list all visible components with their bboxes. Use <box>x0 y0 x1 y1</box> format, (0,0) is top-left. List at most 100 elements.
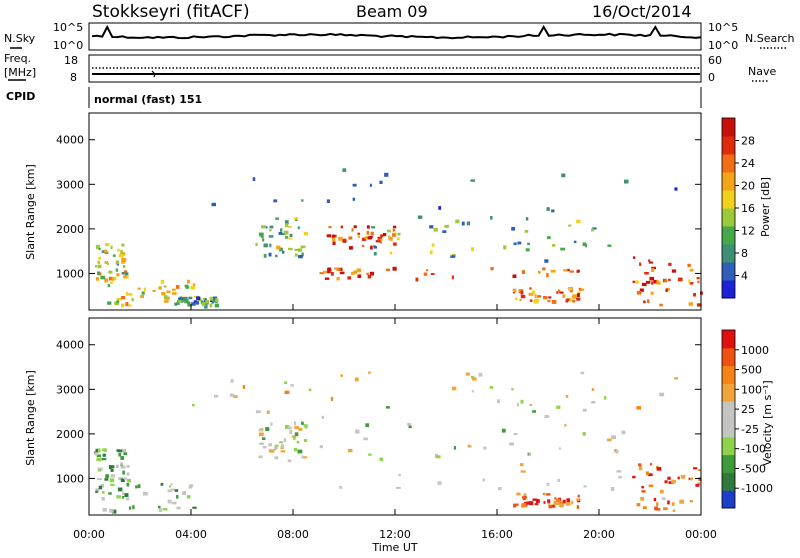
data-cell <box>111 276 117 281</box>
data-cell <box>269 243 272 248</box>
data-cell <box>334 267 338 270</box>
data-cell <box>101 497 105 501</box>
data-cell <box>565 502 571 506</box>
data-cell <box>97 271 100 276</box>
data-cell <box>107 284 111 288</box>
data-cell <box>303 424 308 428</box>
colorbar-tick-label: 25 <box>741 403 755 416</box>
data-cell <box>577 293 580 297</box>
x-tick-label: 04:00 <box>175 528 207 541</box>
data-cell <box>689 477 693 481</box>
data-cell <box>100 484 105 488</box>
data-cell <box>566 298 570 302</box>
data-cell <box>202 297 205 300</box>
power-colorbar: 4 8 12 16 20 24 28 <box>721 117 755 299</box>
nsearch-tick-high: 10^5 <box>708 21 738 34</box>
data-cell <box>189 484 194 488</box>
data-cell <box>543 296 548 300</box>
data-cell <box>606 438 612 442</box>
data-cell <box>671 479 676 484</box>
data-cell <box>125 497 130 501</box>
data-cell <box>126 472 130 476</box>
velocity-panel-frame <box>88 317 702 516</box>
data-cell <box>284 220 289 225</box>
data-cell <box>671 269 677 273</box>
data-cell <box>471 390 474 393</box>
data-cell <box>560 247 566 251</box>
data-cell <box>96 454 102 457</box>
data-cell <box>554 497 557 500</box>
data-cell <box>582 242 587 247</box>
data-cell <box>215 298 219 303</box>
data-cell <box>569 290 573 293</box>
data-cell <box>528 501 534 505</box>
data-cell <box>123 452 128 456</box>
data-cell <box>667 287 670 291</box>
data-cell <box>123 270 127 273</box>
data-cell <box>566 498 571 503</box>
data-cell <box>511 388 514 391</box>
data-cell <box>190 285 195 290</box>
data-cell <box>348 236 353 240</box>
data-cell <box>556 498 561 503</box>
data-cell <box>185 299 189 302</box>
data-cell <box>161 291 165 295</box>
colorbar-swatch <box>722 347 735 367</box>
data-cell <box>185 286 190 289</box>
data-cell <box>111 277 114 281</box>
data-cell <box>583 485 587 488</box>
data-cell <box>640 497 644 501</box>
colorbar-swatch <box>722 172 735 191</box>
data-cell <box>472 377 477 381</box>
data-cell <box>636 406 642 410</box>
data-cell <box>512 274 517 278</box>
data-cell <box>451 275 454 280</box>
velocity-colorbar-label: Velocity [m s⁻¹] <box>761 380 774 465</box>
velocity-data-layer <box>94 371 702 514</box>
data-cell <box>522 270 525 274</box>
data-cell <box>111 465 115 469</box>
data-cell <box>330 271 334 276</box>
data-cell <box>547 501 551 505</box>
data-cell <box>482 478 485 482</box>
date-title: 16/Oct/2014 <box>592 2 692 21</box>
data-cell <box>196 296 201 301</box>
data-cell <box>534 294 537 299</box>
data-cell <box>297 248 302 252</box>
data-cell <box>501 428 506 433</box>
data-cell <box>294 421 297 426</box>
data-cell <box>95 488 100 493</box>
colorbar-swatch <box>722 419 735 438</box>
data-cell <box>558 289 561 292</box>
x-tick-label: 12:00 <box>379 528 411 541</box>
y-tick-label: 3000 <box>56 178 84 191</box>
data-cell <box>122 491 125 495</box>
data-cell <box>209 303 213 308</box>
data-cell <box>128 293 133 296</box>
nave-label: Nave <box>748 65 776 78</box>
data-cell <box>301 421 304 425</box>
cpid-strip: CPID normal (fast) 151 <box>6 87 702 108</box>
data-cell <box>167 489 172 493</box>
data-cell <box>659 392 665 397</box>
data-cell <box>513 288 517 293</box>
data-cell <box>296 440 300 444</box>
data-cell <box>461 221 465 226</box>
data-cell <box>188 296 193 300</box>
data-cell <box>116 273 120 277</box>
cpid-label: CPID <box>6 90 35 103</box>
data-cell <box>120 252 126 256</box>
data-cell <box>639 262 642 266</box>
data-cell <box>211 301 214 304</box>
data-cell <box>511 227 516 231</box>
data-cell <box>289 430 293 434</box>
data-cell <box>528 452 531 456</box>
data-cell <box>273 199 278 203</box>
velocity-panel: 1000 2000 3000 4000 Slant Range [km] 1000 50… <box>24 304 774 554</box>
data-cell <box>351 228 354 232</box>
data-cell <box>646 471 649 476</box>
data-cell <box>379 457 384 462</box>
data-cell <box>187 301 191 305</box>
data-cell <box>97 264 102 269</box>
data-cell <box>656 502 659 507</box>
